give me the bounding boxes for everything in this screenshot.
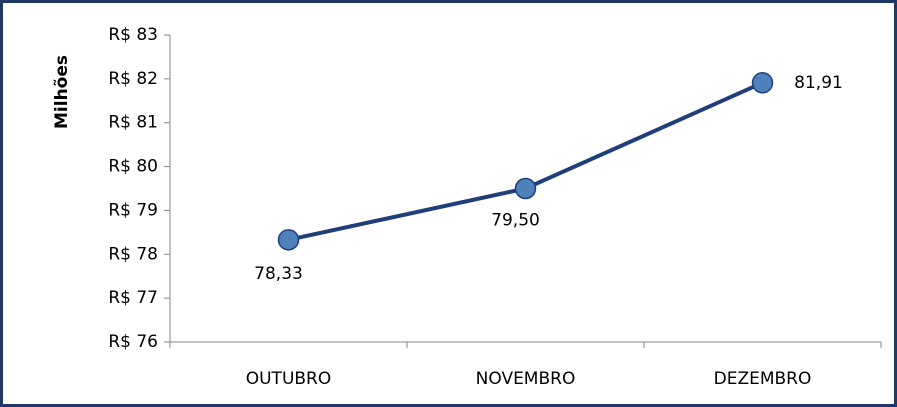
y-tick-label: R$ 82	[108, 69, 158, 89]
y-axis-label: Milhões	[52, 55, 72, 129]
y-tick-label: R$ 78	[108, 244, 158, 264]
x-tick-label: NOVEMBRO	[476, 369, 576, 389]
data-point	[751, 72, 774, 94]
data-point	[514, 177, 537, 200]
y-tick-label: R$ 79	[108, 200, 158, 220]
y-tick-label: R$ 80	[108, 157, 158, 177]
x-tick-label: DEZEMBRO	[714, 369, 812, 389]
y-tick-label: R$ 81	[108, 113, 158, 133]
x-tick-label: OUTUBRO	[246, 369, 332, 389]
data-label: 78,33	[254, 264, 303, 284]
data-point	[277, 229, 300, 251]
data-label: 81,91	[794, 73, 843, 93]
y-tick-label: R$ 77	[108, 288, 158, 308]
y-tick-label: R$ 83	[108, 25, 158, 45]
data-label: 79,50	[491, 211, 540, 231]
y-tick-label: R$ 76	[108, 332, 158, 352]
